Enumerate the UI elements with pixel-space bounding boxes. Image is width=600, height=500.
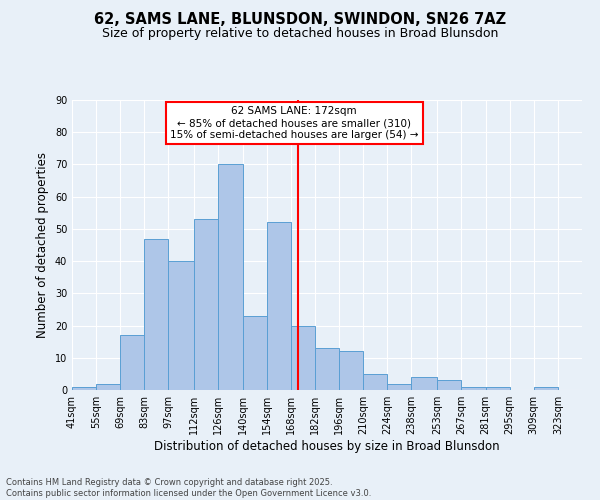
Text: 62 SAMS LANE: 172sqm
← 85% of detached houses are smaller (310)
15% of semi-deta: 62 SAMS LANE: 172sqm ← 85% of detached h… — [170, 106, 419, 140]
Bar — [315, 348, 339, 390]
Bar — [388, 384, 412, 390]
Bar — [461, 387, 485, 390]
Bar — [266, 222, 291, 390]
Bar — [218, 164, 242, 390]
Bar — [120, 335, 145, 390]
Bar — [145, 238, 169, 390]
Bar — [437, 380, 461, 390]
Bar — [96, 384, 120, 390]
Text: 62, SAMS LANE, BLUNSDON, SWINDON, SN26 7AZ: 62, SAMS LANE, BLUNSDON, SWINDON, SN26 7… — [94, 12, 506, 28]
X-axis label: Distribution of detached houses by size in Broad Blunsdon: Distribution of detached houses by size … — [154, 440, 500, 453]
Bar — [534, 387, 558, 390]
Bar — [169, 261, 194, 390]
Bar — [194, 219, 218, 390]
Bar — [339, 352, 363, 390]
Text: Contains HM Land Registry data © Crown copyright and database right 2025.
Contai: Contains HM Land Registry data © Crown c… — [6, 478, 371, 498]
Bar — [363, 374, 388, 390]
Y-axis label: Number of detached properties: Number of detached properties — [36, 152, 49, 338]
Bar — [291, 326, 315, 390]
Bar — [72, 387, 96, 390]
Bar — [412, 377, 437, 390]
Bar — [242, 316, 266, 390]
Bar — [485, 387, 509, 390]
Text: Size of property relative to detached houses in Broad Blunsdon: Size of property relative to detached ho… — [102, 28, 498, 40]
